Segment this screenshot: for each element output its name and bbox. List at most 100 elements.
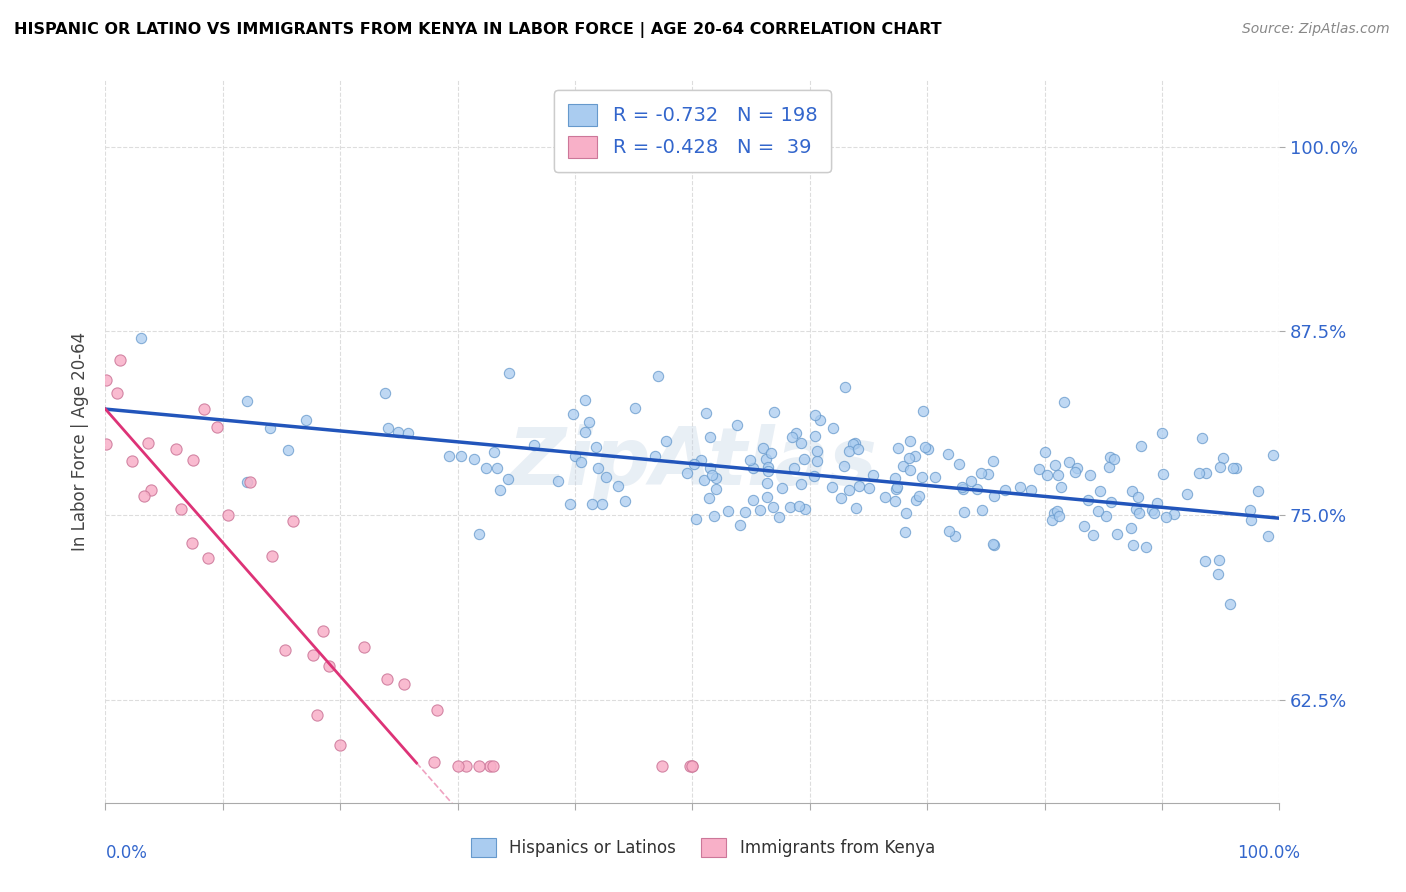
Point xyxy=(277,442,299,457)
Point xyxy=(569,455,592,469)
Point xyxy=(770,481,793,495)
Point xyxy=(761,500,783,515)
Point xyxy=(700,467,723,482)
Point xyxy=(1046,468,1069,483)
Point xyxy=(803,469,825,483)
Point xyxy=(170,501,193,516)
Point xyxy=(1175,487,1198,501)
Point xyxy=(884,494,907,508)
Point xyxy=(734,505,756,519)
Point xyxy=(181,452,204,467)
Point xyxy=(1105,526,1128,541)
Point xyxy=(1057,455,1080,469)
Point xyxy=(755,452,778,467)
Point xyxy=(794,501,817,516)
Point xyxy=(614,493,637,508)
Point xyxy=(977,467,1000,482)
Point xyxy=(1219,597,1241,611)
Point xyxy=(607,479,630,493)
Point xyxy=(1222,461,1244,475)
Point xyxy=(1135,540,1157,554)
Point xyxy=(699,430,721,444)
Point xyxy=(891,459,914,474)
Point xyxy=(693,473,716,487)
Point xyxy=(1150,425,1173,440)
Point xyxy=(1142,503,1164,517)
Point xyxy=(848,479,870,493)
Point xyxy=(994,483,1017,497)
Point xyxy=(387,425,409,440)
Point xyxy=(165,442,187,456)
Point xyxy=(488,483,510,497)
Point xyxy=(96,436,118,450)
Point xyxy=(703,509,725,524)
Point xyxy=(917,442,939,456)
Point xyxy=(581,497,603,511)
Point xyxy=(647,368,669,383)
Point xyxy=(676,466,699,480)
Point xyxy=(591,497,613,511)
Point xyxy=(730,518,752,533)
Point xyxy=(1066,461,1088,475)
Point xyxy=(468,527,491,541)
Point xyxy=(938,524,960,538)
Point xyxy=(742,493,765,508)
Point xyxy=(756,459,779,474)
Point xyxy=(950,480,973,494)
Point xyxy=(970,467,993,481)
Point xyxy=(1208,460,1230,475)
Point xyxy=(1128,507,1150,521)
Y-axis label: In Labor Force | Age 20-64: In Labor Force | Age 20-64 xyxy=(70,332,89,551)
Point xyxy=(823,421,845,435)
Text: HISPANIC OR LATINO VS IMMIGRANTS FROM KENYA IN LABOR FORCE | AGE 20-64 CORRELATI: HISPANIC OR LATINO VS IMMIGRANTS FROM KE… xyxy=(14,22,942,38)
Point xyxy=(898,462,921,476)
Point xyxy=(834,380,856,394)
Point xyxy=(1194,466,1216,480)
Point xyxy=(1188,467,1211,481)
Point xyxy=(756,464,779,478)
Point xyxy=(953,504,976,518)
Point xyxy=(682,759,704,773)
Point xyxy=(1225,461,1247,475)
Point xyxy=(1045,458,1067,472)
Point xyxy=(375,672,398,686)
Point xyxy=(759,446,782,460)
Point xyxy=(311,624,333,638)
Point xyxy=(374,386,396,401)
Point xyxy=(782,460,804,475)
Point xyxy=(970,503,993,517)
Point xyxy=(1257,529,1279,543)
Point xyxy=(1045,503,1067,517)
Point xyxy=(894,524,917,539)
Point xyxy=(898,450,921,465)
Point xyxy=(948,457,970,471)
Point xyxy=(353,640,375,655)
Point xyxy=(846,442,869,456)
Point xyxy=(914,440,936,454)
Point xyxy=(959,474,981,488)
Legend: Hispanics or Latinos, Immigrants from Kenya: Hispanics or Latinos, Immigrants from Ke… xyxy=(464,831,942,864)
Point xyxy=(523,438,546,452)
Point xyxy=(193,401,215,416)
Point xyxy=(838,483,860,497)
Point xyxy=(738,453,761,467)
Point xyxy=(392,676,415,690)
Point xyxy=(682,759,704,773)
Point xyxy=(752,441,775,455)
Point xyxy=(396,425,419,440)
Point xyxy=(437,449,460,463)
Point xyxy=(983,489,1005,503)
Point xyxy=(943,529,966,543)
Point xyxy=(1053,394,1076,409)
Point xyxy=(1191,431,1213,445)
Point xyxy=(329,739,352,753)
Point xyxy=(105,386,128,401)
Point xyxy=(1143,506,1166,520)
Point xyxy=(886,481,908,495)
Point xyxy=(780,430,803,444)
Point xyxy=(586,461,609,475)
Point xyxy=(793,451,815,466)
Point xyxy=(498,366,520,380)
Point xyxy=(1098,460,1121,475)
Point xyxy=(679,759,702,773)
